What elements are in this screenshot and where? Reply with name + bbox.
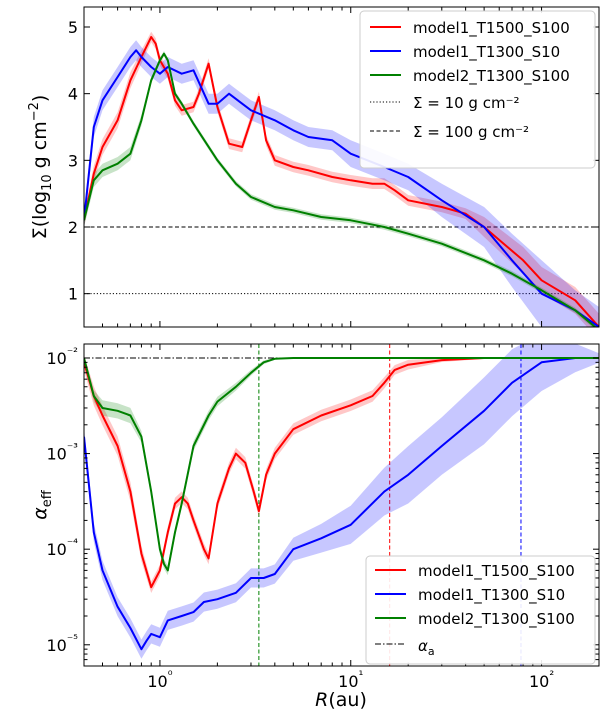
bottom-x-tick-label: 10⁰	[147, 668, 172, 691]
bottom-series-line-3	[84, 357, 599, 572]
bottom-legend: model1_T1500_S100 model1_T1300_S10 model…	[365, 555, 596, 665]
bottom-panel: 10⁻⁵ 10⁻⁴ 10⁻³ 10⁻² 10⁰ 10¹ 10² αeff R(au) mod…	[29, 343, 600, 711]
top-series-line-3	[84, 52, 597, 327]
bottom-legend-frame	[365, 555, 596, 665]
top-ylabel: Σ(log10 g cm−2)	[27, 95, 55, 240]
bottom-legend-label-4: αa	[418, 637, 435, 658]
bottom-x-tick-label: 10²	[529, 668, 554, 691]
top-y-tick-label: 1	[68, 285, 78, 304]
top-legend-frame	[359, 10, 596, 169]
top-legend-label-3: model2_T1300_S100	[413, 67, 570, 86]
bottom-ylabel: αeff	[29, 489, 55, 520]
top-y-tick-label: 5	[68, 18, 78, 37]
top-panel: 1 2 3 4 5 Σ(log10 g cm−2) model1_T1500_S100 …	[27, 6, 600, 328]
bottom-legend-label-2: model1_T1300_S10	[418, 586, 565, 605]
top-series-line-1	[84, 36, 599, 327]
top-y-tick-label: 3	[68, 151, 78, 170]
top-series-line-2	[84, 49, 599, 327]
bottom-legend-label-1: model1_T1500_S100	[418, 562, 575, 581]
bottom-axes-frame	[83, 343, 600, 667]
bottom-series-line-2	[84, 357, 599, 651]
bottom-legend-label-3: model2_T1300_S100	[418, 610, 575, 629]
top-y-tick-label: 4	[68, 85, 78, 104]
bottom-xlabel: R(au)	[315, 689, 367, 711]
bottom-y-tick-label: 10⁻⁵	[46, 632, 78, 655]
bottom-x-tick-label: 10¹	[338, 668, 363, 691]
top-legend-label-4: Σ = 10 g cm⁻²	[413, 94, 520, 112]
top-axes-frame	[83, 6, 600, 328]
top-legend-label-5: Σ = 100 g cm⁻²	[413, 123, 529, 141]
bottom-y-tick-label: 10⁻²	[46, 345, 78, 368]
top-legend: model1_T1500_S100 model1_T1300_S10 model…	[359, 10, 596, 169]
bottom-series-line-1	[84, 357, 599, 589]
top-band-2	[84, 40, 599, 327]
bottom-y-tick-label: 10⁻⁴	[46, 536, 78, 559]
bottom-y-tick-label: 10⁻³	[46, 441, 78, 464]
top-legend-label-2: model1_T1300_S10	[413, 43, 560, 62]
top-y-tick-label: 2	[68, 218, 78, 237]
top-legend-label-1: model1_T1500_S100	[413, 19, 570, 38]
